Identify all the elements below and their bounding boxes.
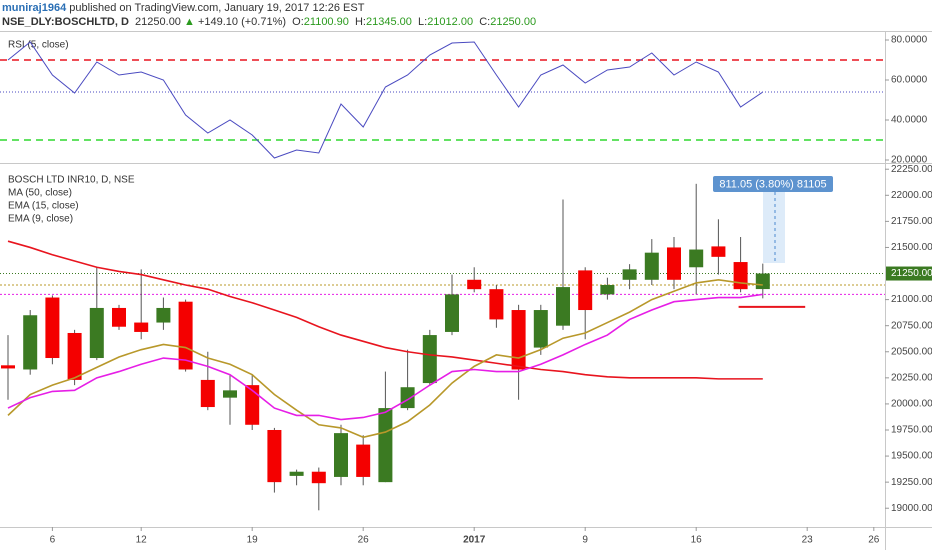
rsi-line: [7, 41, 764, 159]
candle-body: [556, 287, 570, 326]
price-label-bg: [886, 266, 932, 281]
candle-body: [511, 310, 526, 370]
price: 21250.00: [135, 16, 181, 28]
y-tick-label: 20000.00: [891, 399, 932, 410]
candle-body: [267, 429, 282, 483]
header-line: muniraj1964 published on TradingView.com…: [2, 1, 536, 15]
candle-body: [1, 365, 15, 369]
candle-body: [400, 387, 415, 409]
x-tick-label: 12: [136, 535, 148, 546]
price-label: 21250.00: [891, 268, 932, 279]
candle-body: [45, 297, 60, 359]
measure-label-bg: [713, 176, 833, 192]
candle-body: [356, 444, 371, 477]
x-tick-label: 9: [582, 535, 588, 546]
candle-body: [644, 252, 659, 280]
candle-body: [178, 301, 193, 370]
symbol: NSE_DLY:BOSCHLTD, D: [2, 16, 129, 28]
ma-line: [7, 293, 763, 421]
y-tick-label: 21000.00: [891, 294, 932, 305]
change: +149.10 (+0.71%): [197, 16, 287, 28]
y-tick-label: 20250.00: [891, 372, 932, 383]
candle-body: [467, 279, 482, 290]
price-title: BOSCH LTD INR10, D, NSE: [8, 175, 135, 186]
y-tick-label: 19500.00: [891, 451, 932, 462]
y-tick-label: 19000.00: [891, 503, 932, 514]
l-label: L:: [418, 16, 428, 28]
candle-body: [156, 307, 171, 323]
o-value: 21100.90: [303, 16, 349, 28]
candle-body: [112, 307, 126, 327]
y-tick-label: 22250.00: [891, 164, 932, 175]
legend-entry: MA (50, close): [8, 188, 72, 199]
rsi-title: RSI (5, close): [8, 40, 69, 51]
candle-body: [489, 289, 504, 320]
x-tick-label: 2017: [463, 535, 486, 546]
y-tick-label: 80.0000: [891, 35, 928, 46]
y-tick-label: 21750.00: [891, 216, 932, 227]
candle-body: [533, 310, 548, 348]
x-tick-label: 19: [247, 535, 259, 546]
candle-body: [223, 390, 237, 398]
y-tick-label: 20.0000: [891, 155, 928, 166]
candle-body: [755, 273, 770, 290]
measure-label: 811.05 (3.80%) 81105: [719, 178, 826, 190]
up-arrow: ▲: [184, 16, 195, 28]
candle-body: [733, 262, 748, 290]
x-tick-label: 16: [691, 535, 703, 546]
ma-line: [7, 278, 763, 439]
candle-body: [23, 315, 38, 370]
c-value: 21250.00: [490, 16, 537, 28]
x-tick-label: 26: [868, 535, 880, 546]
candle-body: [289, 471, 304, 476]
candle-body: [445, 294, 459, 332]
y-tick-label: 19250.00: [891, 477, 932, 488]
x-tick-label: 6: [50, 535, 56, 546]
c-label: C:: [479, 16, 491, 28]
candle-body: [89, 307, 104, 359]
candle-body: [667, 247, 681, 280]
h-value: 21345.00: [365, 16, 412, 28]
candle-body: [334, 433, 348, 477]
y-tick-label: 21500.00: [891, 242, 932, 253]
candle-body: [622, 269, 637, 280]
candle-body: [311, 471, 326, 484]
legend-entry: EMA (15, close): [8, 201, 79, 212]
x-tick-label: 26: [358, 535, 370, 546]
candle-body: [134, 322, 149, 332]
published: published on TradingView.com, January 19…: [69, 2, 365, 14]
ma-line: [7, 240, 763, 380]
candle-body: [200, 379, 215, 408]
candle-body: [378, 408, 393, 483]
candle-body: [67, 332, 82, 380]
header-line: NSE_DLY:BOSCHLTD, D 21250.00 ▲ +149.10 (…: [2, 15, 536, 29]
h-label: H:: [354, 16, 366, 28]
candle-body: [422, 335, 437, 384]
candle-body: [245, 385, 260, 425]
candle-body: [578, 270, 593, 311]
header: muniraj1964 published on TradingView.com…: [2, 1, 536, 29]
y-tick-label: 60.0000: [891, 75, 928, 86]
candle-body: [600, 285, 615, 295]
y-tick-label: 19750.00: [891, 425, 932, 436]
legend-entry: EMA (9, close): [8, 214, 73, 225]
x-tick-label: 23: [802, 535, 814, 546]
candle-body: [689, 249, 704, 268]
l-value: 21012.00: [427, 16, 474, 28]
y-tick-label: 22000.00: [891, 190, 932, 201]
o-label: O:: [292, 16, 304, 28]
candle-body: [711, 246, 726, 257]
y-tick-label: 40.0000: [891, 115, 928, 126]
measure-box: [763, 190, 785, 263]
user: muniraj1964: [2, 2, 67, 14]
y-tick-label: 20500.00: [891, 346, 932, 357]
y-tick-label: 20750.00: [891, 320, 932, 331]
